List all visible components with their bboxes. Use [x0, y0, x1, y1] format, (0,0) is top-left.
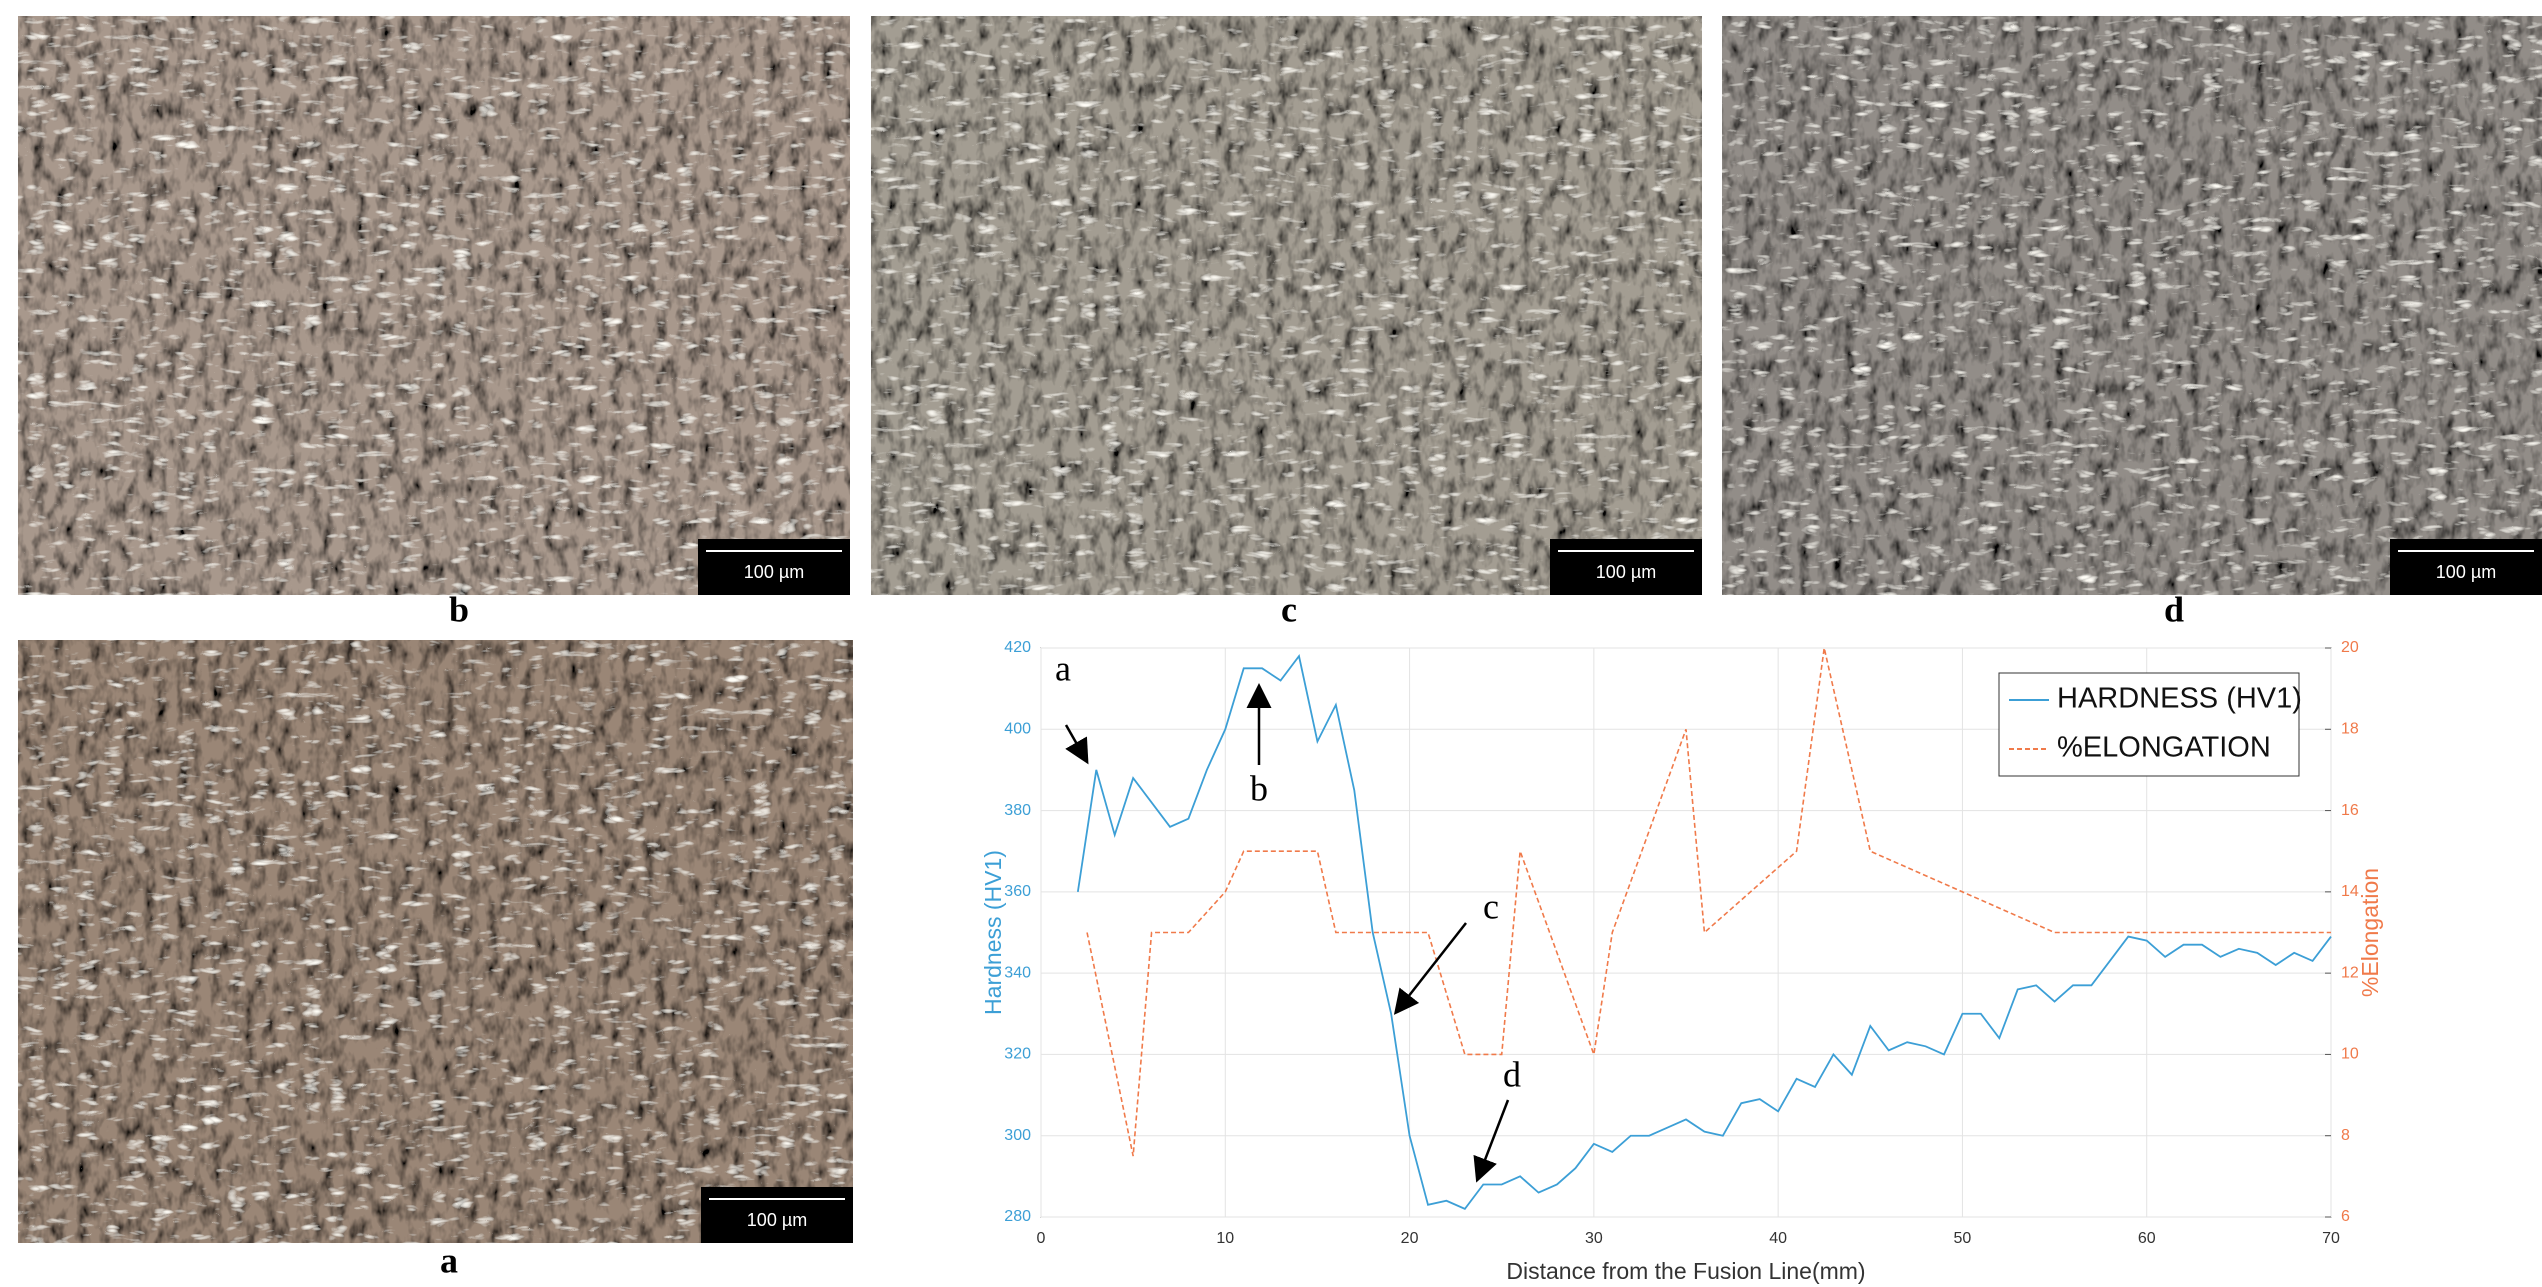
x-tick-label: 30 [1585, 1230, 1603, 1247]
legend-label: %ELONGATION [2057, 732, 2271, 764]
y-tick-label: 320 [1004, 1046, 1031, 1063]
y-tick-label: 280 [1004, 1208, 1031, 1225]
x-tick-label: 0 [1037, 1230, 1046, 1247]
x-tick-label: 60 [2138, 1230, 2156, 1247]
micrograph [18, 16, 850, 595]
panel-label: a [440, 1240, 458, 1280]
y2-tick-label: 20 [2341, 639, 2359, 656]
x-tick-label: 40 [1769, 1230, 1787, 1247]
micrograph [1722, 16, 2542, 595]
panel-label: d [2164, 589, 2184, 629]
page: {"panels": [ {"label": "b", "scale_bar":… [0, 0, 2542, 1287]
x-tick-label: 20 [1401, 1230, 1419, 1247]
y2-tick-label: 8 [2341, 1127, 2350, 1144]
scale-bar-label: 100 µm [1596, 562, 1656, 582]
scale-bar-label: 100 µm [744, 562, 804, 582]
micrograph [18, 640, 853, 1243]
x-axis-label: Distance from the Fusion Line(mm) [1506, 1258, 1865, 1284]
y2-tick-label: 18 [2341, 721, 2359, 738]
x-tick-label: 70 [2322, 1230, 2340, 1247]
annotation: d [1503, 1054, 1521, 1094]
x-tick-label: 50 [1954, 1230, 1972, 1247]
panel-label: c [1281, 589, 1297, 629]
y-tick-label: 360 [1004, 883, 1031, 900]
scale-bar-label: 100 µm [2436, 562, 2496, 582]
y-tick-label: 300 [1004, 1127, 1031, 1144]
y2-tick-label: 16 [2341, 802, 2359, 819]
y2-tick-label: 6 [2341, 1208, 2350, 1225]
annotation: b [1250, 768, 1268, 808]
scale-bar-label: 100 µm [747, 1210, 807, 1230]
y-axis-label: Hardness (HV1) [980, 850, 1006, 1015]
y2-axis-label: %Elongation [2357, 868, 2383, 997]
y-tick-label: 340 [1004, 964, 1031, 981]
x-tick-label: 10 [1216, 1230, 1234, 1247]
annotation: c [1483, 886, 1499, 926]
micrograph [871, 16, 1702, 595]
y-tick-label: 420 [1004, 639, 1031, 656]
figure: 100 µm b 100 µm c 100 µm d 100 µm a 0 10 20 30 40 50 6… [0, 0, 2542, 1287]
y-tick-label: 400 [1004, 721, 1031, 738]
annotation: a [1055, 648, 1071, 688]
panel-label: b [449, 589, 469, 629]
y-tick-label: 380 [1004, 802, 1031, 819]
y2-tick-label: 10 [2341, 1046, 2359, 1063]
legend-label: HARDNESS (HV1) [2057, 683, 2302, 715]
